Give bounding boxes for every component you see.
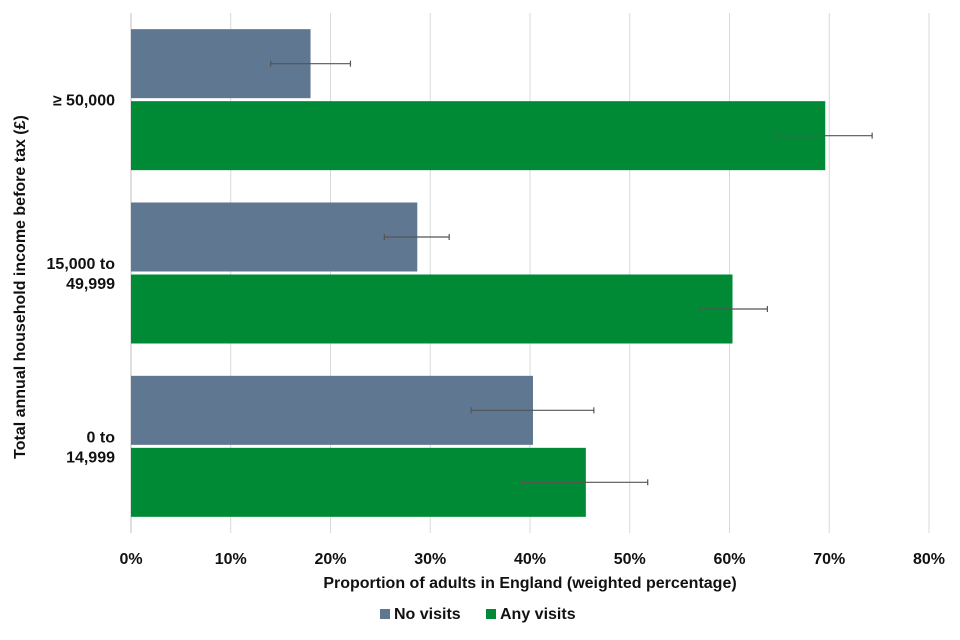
x-tick-label: 30% [414, 551, 446, 568]
x-axis-title: Proportion of adults in England (weighte… [323, 575, 736, 592]
gridlines [130, 13, 930, 533]
error-bars [270, 60, 873, 486]
bar-any-visits [131, 101, 826, 171]
x-tick-label: 40% [514, 551, 546, 568]
x-tick-label: 20% [314, 551, 346, 568]
x-tick-label: 10% [215, 551, 247, 568]
bar-no-visits [131, 202, 418, 272]
bars [131, 29, 826, 517]
legend: No visits Any visits [380, 606, 576, 623]
x-tick-label: 60% [713, 551, 745, 568]
x-tick-label: 0% [119, 551, 142, 568]
x-tick-label: 80% [913, 551, 945, 568]
x-tick-label: 50% [614, 551, 646, 568]
x-axis-ticks: 0% 10% 20% 30% 40% 50% 60% 70% 80% [119, 551, 945, 568]
legend-label: No visits [394, 606, 461, 623]
y-category-label: ≥ 50,000 [53, 93, 115, 110]
bar-no-visits [131, 375, 533, 445]
legend-label: Any visits [500, 606, 576, 623]
y-axis-categories: ≥ 50,000 15,000 to 49,999 0 to 14,999 [47, 93, 116, 467]
x-tick-label: 70% [813, 551, 845, 568]
legend-swatch [380, 609, 390, 619]
legend-swatch [486, 609, 496, 619]
bar-any-visits [131, 274, 733, 344]
bar-any-visits [131, 447, 586, 517]
y-category-label: 15,000 to 49,999 [47, 256, 116, 293]
y-axis-title: Total annual household income before tax… [12, 115, 29, 459]
y-category-label: 0 to 14,999 [66, 429, 115, 466]
